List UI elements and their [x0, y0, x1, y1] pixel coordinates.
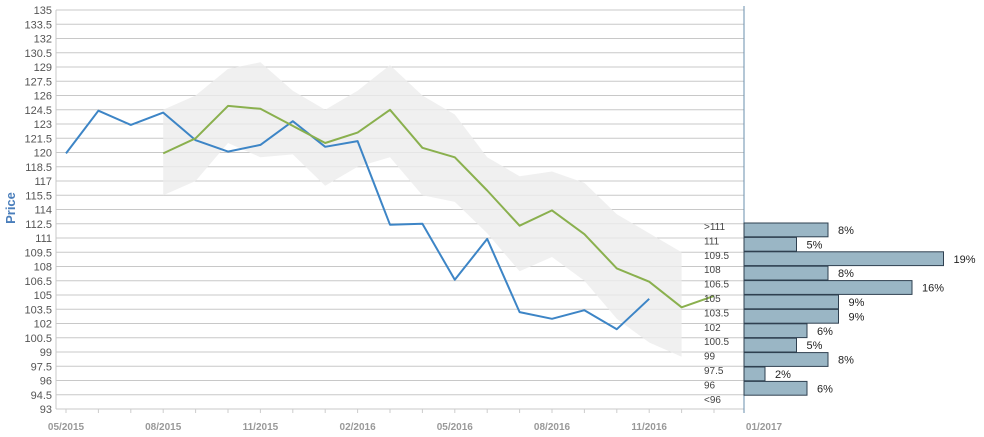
- y-tick-label: 105: [34, 290, 52, 302]
- y-tick-label: 127.5: [24, 76, 52, 88]
- y-tick-label: 109.5: [24, 247, 52, 259]
- distribution-bucket-label: 103.5: [704, 308, 729, 319]
- y-tick-label: 115.5: [25, 190, 52, 202]
- distribution-percent: 19%: [954, 254, 976, 266]
- distribution-percent: 5%: [807, 340, 823, 352]
- distribution-bucket-label: 109.5: [704, 251, 729, 262]
- y-tick-label: 120: [34, 148, 52, 160]
- x-tick-label: 11/2016: [631, 422, 667, 433]
- y-tick-label: 123: [34, 119, 52, 131]
- distribution-bar: [743, 236, 797, 252]
- y-tick-label: 132: [34, 34, 52, 46]
- forecast-band: [163, 62, 682, 357]
- moving-average-line: [162, 104, 715, 309]
- y-tick-label: 118.5: [25, 162, 52, 174]
- distribution-bucket-label: 99: [704, 352, 716, 363]
- x-tick-label: 05/2016: [437, 422, 474, 433]
- distribution-bucket-label: 100.5: [704, 337, 729, 348]
- distribution-percent: 6%: [817, 326, 833, 338]
- y-tick-label: 103.5: [24, 304, 52, 316]
- distribution-bar: [743, 251, 944, 267]
- distribution-bucket-label: >111: [704, 222, 725, 233]
- distribution-percent: 8%: [838, 268, 854, 280]
- distribution-percent: 8%: [838, 225, 854, 237]
- y-tick-label: 102: [34, 319, 52, 331]
- y-tick-label: 121.5: [24, 133, 52, 145]
- y-tick-label: 97.5: [31, 361, 52, 373]
- y-tick-label: 133.5: [24, 19, 52, 31]
- y-axis-ticks: 135 133.5 132 130.5 129 127.5 126 124.5 123 121.5…: [24, 5, 52, 416]
- y-tick-label: 93: [40, 404, 52, 416]
- y-tick-label: 99: [40, 347, 52, 359]
- x-tick-label: 01/2017: [746, 422, 783, 433]
- distribution-percent: 6%: [817, 383, 833, 395]
- y-tick-label: 106.5: [24, 276, 52, 288]
- x-tick-label: 02/2016: [340, 422, 377, 433]
- x-tick-label: 08/2015: [145, 422, 182, 433]
- y-tick-label: 117: [34, 176, 52, 188]
- distribution-bar: [743, 222, 829, 238]
- distribution-bar: [743, 308, 839, 324]
- x-tick-label: 08/2016: [534, 422, 571, 433]
- distribution-bucket-label: 105: [704, 294, 721, 305]
- x-grid-marks: [65, 409, 715, 413]
- y-tick-label: 112.5: [25, 219, 52, 231]
- distribution-percent: 9%: [849, 311, 865, 323]
- distribution-percent: 16%: [922, 283, 944, 295]
- y-tick-label: 94.5: [31, 390, 52, 402]
- distribution-bucket-label: 108: [704, 265, 721, 276]
- x-tick-label: 05/2015: [48, 422, 85, 433]
- distribution-bucket-label: <96: [704, 395, 721, 406]
- y-tick-label: 96: [40, 376, 52, 388]
- distribution-bucket-label: 96: [704, 380, 716, 391]
- y-tick-label: 135: [34, 5, 52, 17]
- distribution-percent: 8%: [838, 355, 854, 367]
- x-axis-ticks: 05/2015 08/2015 11/2015 02/2016 05/2016 08/20…: [48, 422, 783, 433]
- forecast-band-area: [163, 62, 682, 357]
- distribution-bar: [743, 323, 808, 339]
- distribution-bucket-label: 106.5: [704, 280, 729, 291]
- distribution-bar: [743, 352, 829, 367]
- distribution-percent: 9%: [849, 297, 865, 309]
- grid-lines: [55, 6, 745, 413]
- y-tick-label: 108: [34, 262, 52, 274]
- y-tick-label: 124.5: [24, 105, 52, 117]
- y-tick-label: 126: [34, 91, 52, 103]
- distribution-bar: [743, 366, 766, 382]
- y-axis-label: Price: [3, 192, 18, 224]
- y-tick-label: 130.5: [24, 48, 52, 60]
- y-tick-label: 114: [34, 205, 52, 217]
- y-tick-label: 100.5: [24, 333, 52, 345]
- distribution-bar: [743, 280, 913, 295]
- distribution-bar: [743, 380, 808, 396]
- distribution-bucket-label: 102: [704, 323, 721, 334]
- distribution-bars: 8% >111 5% 111 19% 109.5 8% 108 16% 106.5 9% 105 9% 1…: [704, 222, 976, 406]
- distribution-bar: [743, 337, 797, 353]
- distribution-percent: 2%: [775, 369, 791, 381]
- series-lines: [65, 104, 715, 331]
- distribution-bucket-label: 97.5: [704, 366, 724, 377]
- y-tick-label: 129: [34, 62, 52, 74]
- actual-price-line: [65, 109, 650, 331]
- distribution-bucket-label: 111: [704, 236, 720, 247]
- distribution-bar: [743, 294, 839, 310]
- y-tick-label: 111: [35, 233, 52, 245]
- distribution-bar: [743, 265, 829, 281]
- distribution-percent: 5%: [807, 239, 823, 251]
- x-tick-label: 11/2015: [243, 422, 279, 433]
